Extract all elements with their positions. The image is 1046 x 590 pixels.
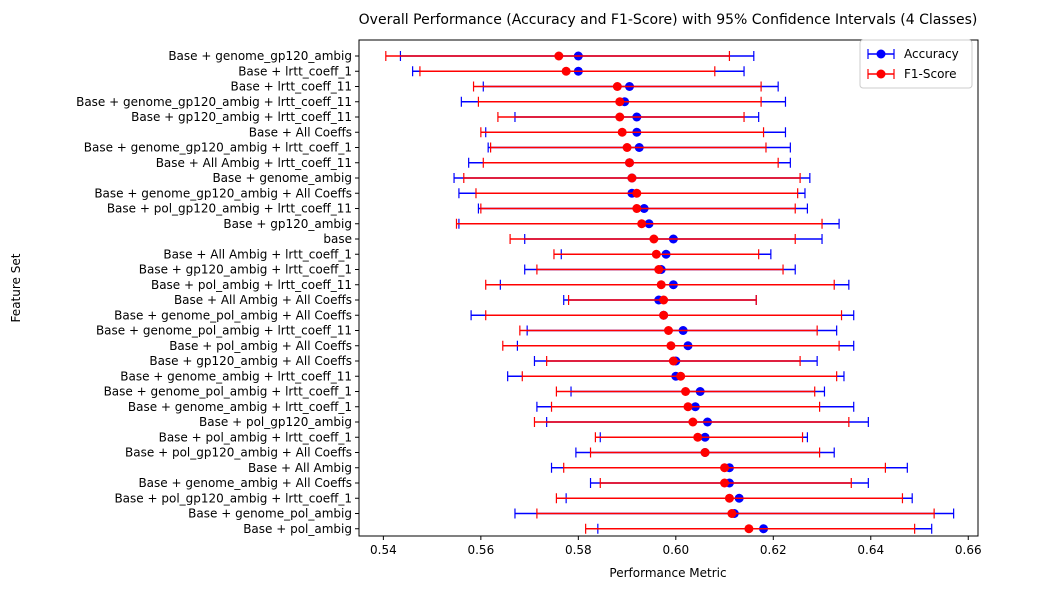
data-point <box>615 112 625 122</box>
y-tick-label: Base + pol_ambig + lrtt_coeff_1 <box>159 430 352 444</box>
y-tick-label: Base + gp120_ambig <box>223 217 352 231</box>
x-tick-label: 0.60 <box>662 543 689 557</box>
y-tick-label: Base + genome_pol_ambig <box>188 507 352 521</box>
data-point <box>659 310 669 320</box>
data-point <box>654 265 664 274</box>
y-tick-label: Base + pol_gp120_ambig + lrtt_coeff_1 <box>114 491 352 505</box>
data-point <box>615 97 625 107</box>
y-tick-label: Base + genome_pol_ambig + lrtt_coeff_1 <box>104 385 352 399</box>
y-tick-label: Base + pol_gp120_ambig <box>199 415 352 429</box>
y-tick-label: Base + gp120_ambig + lrtt_coeff_11 <box>131 110 352 124</box>
y-tick-label: Base + gp120_ambig + lrtt_coeff_1 <box>139 263 352 277</box>
y-tick-label: Base + genome_ambig + All Coeffs <box>138 476 352 490</box>
data-point <box>632 188 642 198</box>
data-point <box>720 463 730 473</box>
data-point <box>651 249 661 259</box>
y-tick-label: Base + genome_gp120_ambig + lrtt_coeff_1 <box>84 141 352 155</box>
legend-label: F1-Score <box>904 67 956 81</box>
x-tick-label: 0.64 <box>857 543 884 557</box>
y-tick-label: Base + pol_ambig <box>243 522 352 536</box>
series-f1-score <box>385 51 935 534</box>
y-tick-label: Base + lrtt_coeff_1 <box>238 64 352 78</box>
data-point <box>617 127 627 137</box>
y-tick-label: Base + lrtt_coeff_11 <box>231 80 352 94</box>
plot-area: 0.54 0.56 0.58 0.60 0.62 0.64 0.66 Base + genom… <box>76 39 982 557</box>
data-point <box>637 219 647 229</box>
x-axis-label: Performance Metric <box>609 566 726 580</box>
y-tick-label: Base + genome_gp120_ambig + All Coeffs <box>94 186 352 200</box>
y-tick-label: Base + genome_pol_ambig + lrtt_coeff_11 <box>96 324 352 338</box>
data-point <box>668 356 678 366</box>
legend-box <box>859 39 973 89</box>
data-point <box>664 326 673 335</box>
y-tick-label: Base + genome_gp120_ambig + lrtt_coeff_1… <box>76 95 352 109</box>
chart-title: Overall Performance (Accuracy and F1-Sco… <box>359 12 978 28</box>
data-point <box>720 478 730 488</box>
y-tick-label: Base + All Ambig <box>248 461 352 475</box>
x-tick-label: 0.58 <box>565 543 592 557</box>
data-point <box>744 524 754 534</box>
y-tick-label: Base + pol_gp120_ambig + All Coeffs <box>125 446 352 460</box>
data-point <box>681 387 691 396</box>
y-axis-label: Feature Set <box>9 253 23 322</box>
y-tick-label: Base + pol_ambig + All Coeffs <box>169 339 352 353</box>
data-point <box>688 417 698 427</box>
data-point <box>683 402 693 412</box>
data-point <box>727 509 737 518</box>
legend: Accuracy F1-Score <box>859 39 973 89</box>
y-tick-label: Base + pol_gp120_ambig + lrtt_coeff_11 <box>107 202 352 216</box>
data-point <box>622 143 632 152</box>
x-tick-label: 0.66 <box>955 543 982 557</box>
y-tick-label: Base + All Ambig + lrtt_coeff_11 <box>156 156 352 170</box>
data-point <box>724 493 734 503</box>
y-tick-label: Base + All Ambig + All Coeffs <box>174 293 352 307</box>
y-tick-label: Base + genome_ambig + lrtt_coeff_1 <box>128 400 352 414</box>
x-tick-label: 0.56 <box>467 543 494 557</box>
data-point <box>632 204 642 213</box>
axes-frame <box>358 39 979 537</box>
data-point <box>659 295 669 305</box>
data-point <box>649 234 659 244</box>
y-tick-label: Base + genome_pol_ambig + All Coeffs <box>114 308 352 322</box>
data-point <box>693 432 703 442</box>
data-point <box>612 82 622 91</box>
y-tick-label: Base + genome_ambig + lrtt_coeff_11 <box>120 369 352 383</box>
y-tick-label: Base + genome_gp120_ambig <box>168 49 352 63</box>
data-point <box>656 280 666 290</box>
data-point <box>700 448 710 457</box>
y-tick-label: Base + All Coeffs <box>249 125 352 139</box>
y-tick-label: Base + All Ambig + lrtt_coeff_1 <box>163 247 352 261</box>
data-point <box>666 341 676 351</box>
x-tick-label: 0.62 <box>760 543 787 557</box>
data-point <box>554 51 564 61</box>
data-point <box>625 158 635 168</box>
y-tick-label: Base + genome_ambig <box>212 171 352 185</box>
data-point <box>561 66 571 76</box>
data-point <box>627 173 637 183</box>
legend-marker <box>876 69 886 79</box>
legend-label: Accuracy <box>904 47 959 61</box>
legend-marker <box>876 49 886 59</box>
y-tick-label: Base + gp120_ambig + All Coeffs <box>149 354 352 368</box>
y-tick-label: Base + pol_ambig + lrtt_coeff_11 <box>151 278 352 292</box>
data-point <box>676 371 686 381</box>
x-tick-label: 0.54 <box>370 543 397 557</box>
y-tick-label: base <box>323 232 352 246</box>
